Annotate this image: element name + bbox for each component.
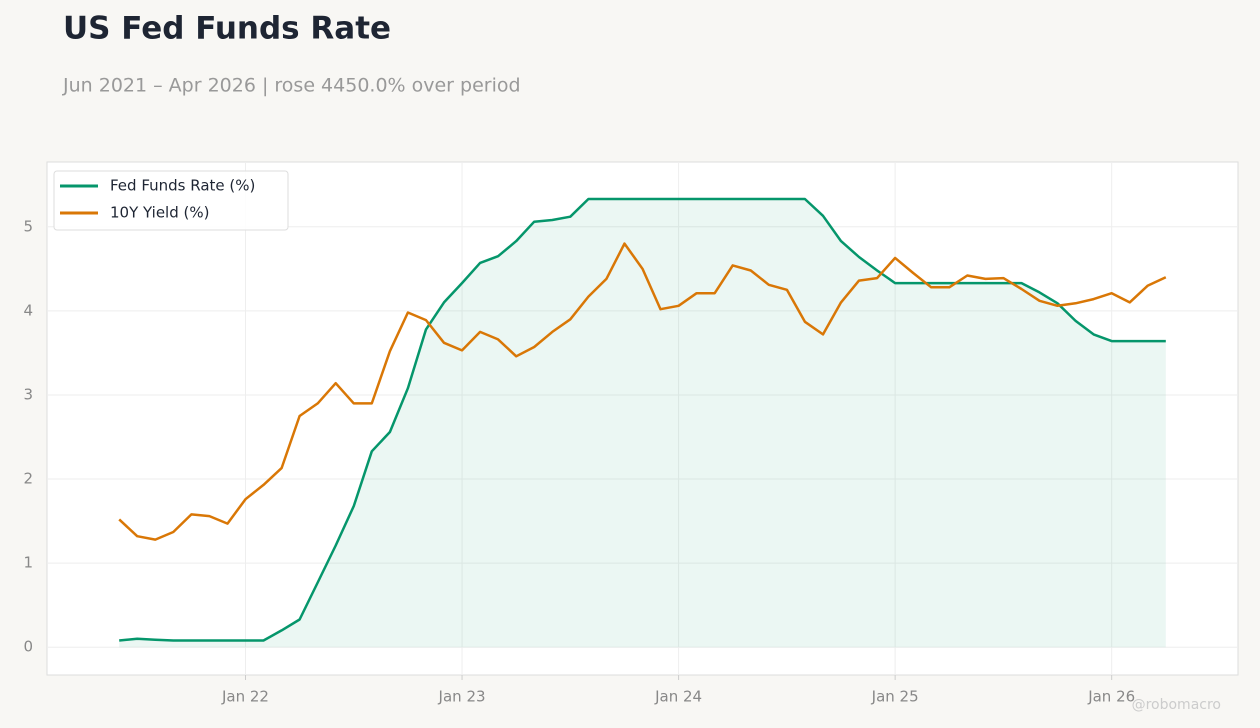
y-tick-label: 5 [23,217,33,235]
legend-label: 10Y Yield (%) [110,204,209,222]
y-tick-label: 4 [23,301,33,319]
x-tick-label: Jan 25 [871,688,919,706]
legend-box [53,170,289,231]
y-tick-label: 1 [23,554,33,572]
x-tick-label: Jan 23 [438,688,486,706]
watermark: @robomacro [1132,697,1221,713]
x-tick-label: Jan 24 [654,688,702,706]
line [119,197,1166,642]
x-tick-label: Jan 22 [221,688,269,706]
y-tick-label: 2 [23,470,33,488]
x-tick-label: Jan 26 [1087,688,1135,706]
chart-subtitle: Jun 2021 – Apr 2026 | rose 4450.0% over … [62,75,521,97]
chart-title: US Fed Funds Rate [63,11,391,47]
line [118,242,1167,541]
y-tick-label: 3 [23,385,33,403]
legend-label: Fed Funds Rate (%) [110,177,255,195]
y-tick-label: 0 [23,638,33,656]
area [119,199,1166,648]
